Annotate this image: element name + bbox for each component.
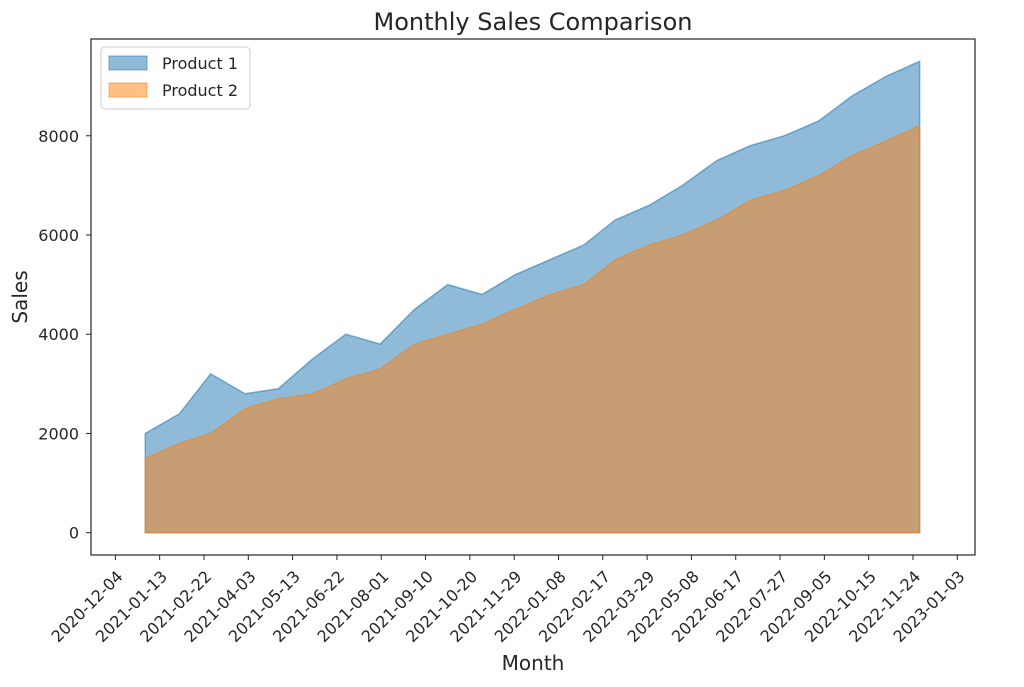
legend-label: Product 2 — [162, 81, 238, 100]
y-tick-label: 2000 — [38, 424, 79, 443]
y-axis: 0 2000 4000 6000 8000 — [38, 127, 91, 543]
y-axis-label: Sales — [8, 270, 32, 323]
chart-title: Monthly Sales Comparison — [374, 8, 693, 36]
area-series-2 — [144, 124, 921, 534]
x-axis-label: Month — [502, 651, 565, 675]
x-axis: 2020-12-042021-01-132021-02-222021-04-03… — [47, 555, 969, 646]
legend-swatch — [108, 82, 148, 98]
legend: Product 1 Product 2 — [100, 46, 251, 110]
plot-frame — [90, 38, 976, 556]
legend-label: Product 1 — [162, 54, 238, 73]
y-tick-label: 6000 — [38, 226, 79, 245]
y-tick-label: 8000 — [38, 127, 79, 146]
legend-swatch — [108, 55, 148, 71]
plot-area — [144, 60, 921, 534]
y-tick-label: 4000 — [38, 325, 79, 344]
y-tick-label: 0 — [69, 524, 79, 543]
